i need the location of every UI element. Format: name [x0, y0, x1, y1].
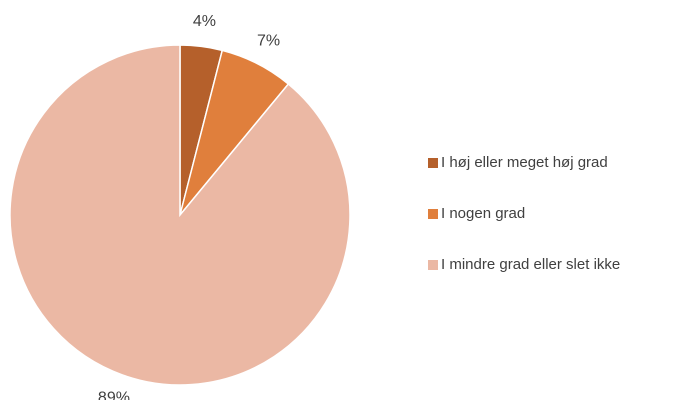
legend-swatch [428, 209, 438, 219]
data-label: 7% [257, 32, 280, 49]
legend-label: I nogen grad [441, 205, 525, 222]
legend-swatch [428, 260, 438, 270]
data-label: 4% [193, 13, 216, 30]
legend-label: I høj eller meget høj grad [441, 154, 608, 171]
data-label: 89% [98, 390, 130, 400]
legend-swatch [428, 158, 438, 168]
pie-slice [9, 44, 351, 386]
legend-label: I mindre grad eller slet ikke [441, 256, 620, 273]
